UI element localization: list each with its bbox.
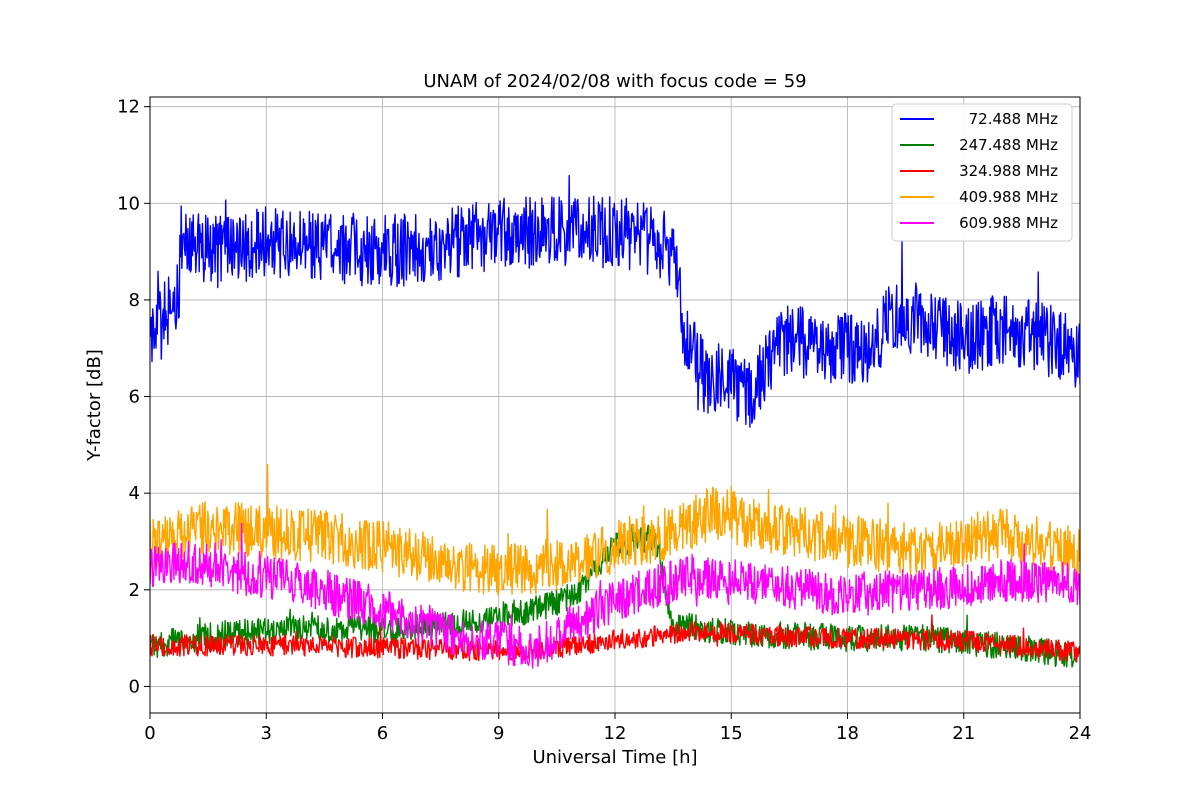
y-tick-label: 2 <box>129 580 140 601</box>
legend-entry-label: 247.488 MHz <box>959 136 1058 154</box>
legend-entry-label: 72.488 MHz <box>969 110 1058 128</box>
y-tick-label: 12 <box>117 97 140 118</box>
series-line-3 <box>150 463 1080 596</box>
series-line-2 <box>150 614 1080 663</box>
legend-entry-label: 409.988 MHz <box>959 188 1058 206</box>
y-tick-label: 6 <box>129 387 140 408</box>
y-tick-label: 8 <box>129 290 140 311</box>
series-line-0 <box>150 174 1080 428</box>
chart-title: UNAM of 2024/02/08 with focus code = 59 <box>423 71 806 92</box>
x-tick-label: 9 <box>493 723 504 744</box>
x-tick-label: 3 <box>261 723 272 744</box>
legend-box <box>891 103 1073 242</box>
legend-entry-label: 324.988 MHz <box>959 162 1058 180</box>
legend: 72.488 MHz 247.488 MHz 324.988 MHz 409.988 … <box>891 103 1073 242</box>
y-tick-label: 0 <box>129 676 140 697</box>
series-line-4 <box>150 523 1080 669</box>
x-tick-label: 24 <box>1069 723 1092 744</box>
series-layer <box>150 174 1080 669</box>
x-tick-label: 12 <box>604 723 627 744</box>
x-tick-label: 18 <box>836 723 859 744</box>
y-axis-label: Y-factor [dB] <box>84 349 105 462</box>
y-tick-label: 10 <box>117 193 140 214</box>
x-tick-label: 0 <box>144 723 155 744</box>
x-axis-label: Universal Time [h] <box>532 747 697 768</box>
x-tick-label: 6 <box>377 723 388 744</box>
y-tick-label: 4 <box>129 483 140 504</box>
x-tick-label: 15 <box>720 723 743 744</box>
legend-entry-label: 609.988 MHz <box>959 214 1058 232</box>
x-tick-label: 21 <box>952 723 975 744</box>
